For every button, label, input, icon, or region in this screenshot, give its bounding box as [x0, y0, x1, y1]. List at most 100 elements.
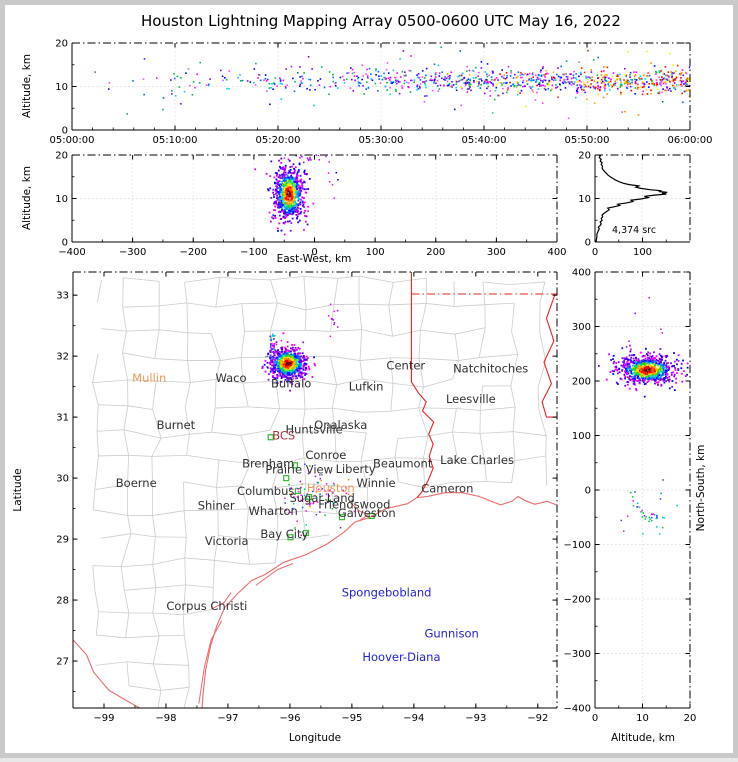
scatter-point — [255, 84, 257, 86]
scatter-point — [271, 369, 273, 371]
scatter-point — [653, 378, 655, 380]
scatter-point — [270, 337, 272, 339]
scatter-point — [292, 184, 294, 186]
scatter-point — [305, 367, 307, 369]
city-label: Beaumont — [373, 456, 433, 470]
scatter-point — [542, 66, 544, 68]
scatter-point — [292, 187, 294, 189]
scatter-point — [590, 87, 592, 89]
scatter-point — [680, 77, 682, 79]
scatter-point — [578, 87, 580, 89]
scatter-point — [399, 81, 401, 83]
scatter-point — [472, 70, 474, 72]
scatter-point — [652, 367, 654, 369]
scatter-point — [308, 79, 310, 81]
scatter-point — [451, 85, 453, 87]
scatter-point — [624, 68, 626, 70]
county-line — [305, 310, 306, 330]
x-tick-label: 05:10:00 — [153, 135, 198, 146]
scatter-point — [491, 82, 493, 84]
scatter-point — [473, 77, 475, 79]
scatter-point — [619, 74, 621, 76]
county-line — [129, 686, 161, 690]
city-label: Liberty — [336, 462, 376, 476]
scatter-point — [507, 89, 509, 91]
scatter-point — [642, 94, 644, 96]
scatter-point — [630, 371, 632, 373]
county-line — [159, 303, 187, 306]
scatter-point — [618, 368, 620, 370]
scatter-point — [664, 382, 666, 384]
ew-scatter — [284, 155, 330, 164]
scatter-point — [502, 93, 504, 95]
county-line — [428, 432, 452, 436]
county-line — [304, 276, 306, 310]
scatter-point — [307, 188, 309, 190]
scatter-point — [487, 76, 489, 78]
scatter-point — [328, 94, 330, 96]
scatter-point — [435, 76, 437, 78]
scatter-point — [295, 166, 297, 168]
scatter-point — [294, 358, 296, 360]
scatter-point — [649, 355, 651, 357]
scatter-point — [670, 90, 672, 92]
scatter-point — [408, 70, 410, 72]
scatter-point — [288, 180, 290, 182]
scatter-point — [297, 356, 299, 358]
y-tick-label: −400 — [564, 704, 591, 715]
scatter-point — [295, 347, 297, 349]
scatter-point — [296, 188, 298, 190]
scatter-point — [180, 103, 182, 105]
county-line — [185, 383, 190, 407]
scatter-point — [649, 378, 651, 380]
scatter-point — [658, 377, 660, 379]
scatter-point — [665, 371, 667, 373]
scatter-point — [185, 72, 187, 74]
scatter-point — [402, 87, 404, 89]
scatter-point — [551, 77, 553, 79]
county-line — [419, 330, 420, 358]
scatter-point — [378, 75, 380, 77]
scatter-point — [480, 84, 482, 86]
county-line — [101, 534, 131, 539]
scatter-point — [687, 90, 689, 92]
scatter-point — [188, 68, 190, 70]
scatter-point — [633, 500, 635, 502]
scatter-point — [279, 177, 281, 179]
scatter-point — [285, 178, 287, 180]
scatter-point — [666, 75, 668, 77]
scatter-point — [610, 371, 612, 373]
scatter-point — [301, 182, 303, 184]
scatter-point — [296, 217, 298, 219]
x-tick-label: −92 — [527, 713, 548, 724]
scatter-point — [298, 169, 300, 171]
scatter-point — [267, 355, 269, 357]
scatter-point — [657, 363, 659, 365]
city-label: Victoria — [205, 534, 249, 548]
city-label: Shiner — [198, 499, 235, 513]
scatter-point — [293, 190, 295, 192]
scatter-point — [292, 361, 294, 363]
scatter-point — [342, 76, 344, 78]
scatter-point — [457, 76, 459, 78]
county-line — [155, 359, 188, 361]
scatter-point — [284, 195, 286, 197]
city-label: Gunnison — [424, 627, 478, 641]
scatter-point — [303, 229, 305, 231]
scatter-point — [665, 380, 667, 382]
scatter-point — [292, 218, 294, 220]
scatter-point — [277, 230, 279, 232]
scatter-point — [324, 87, 326, 89]
county-line — [304, 276, 338, 278]
scatter-point — [439, 73, 441, 75]
scatter-point — [381, 75, 383, 77]
scatter-point — [519, 92, 521, 94]
scatter-point — [390, 77, 392, 79]
scatter-point — [626, 346, 628, 348]
scatter-point — [646, 370, 648, 372]
scatter-point — [662, 88, 664, 90]
scatter-point — [380, 82, 382, 84]
scatter-point — [669, 88, 671, 90]
scatter-point — [624, 374, 626, 376]
scatter-point — [368, 87, 370, 89]
